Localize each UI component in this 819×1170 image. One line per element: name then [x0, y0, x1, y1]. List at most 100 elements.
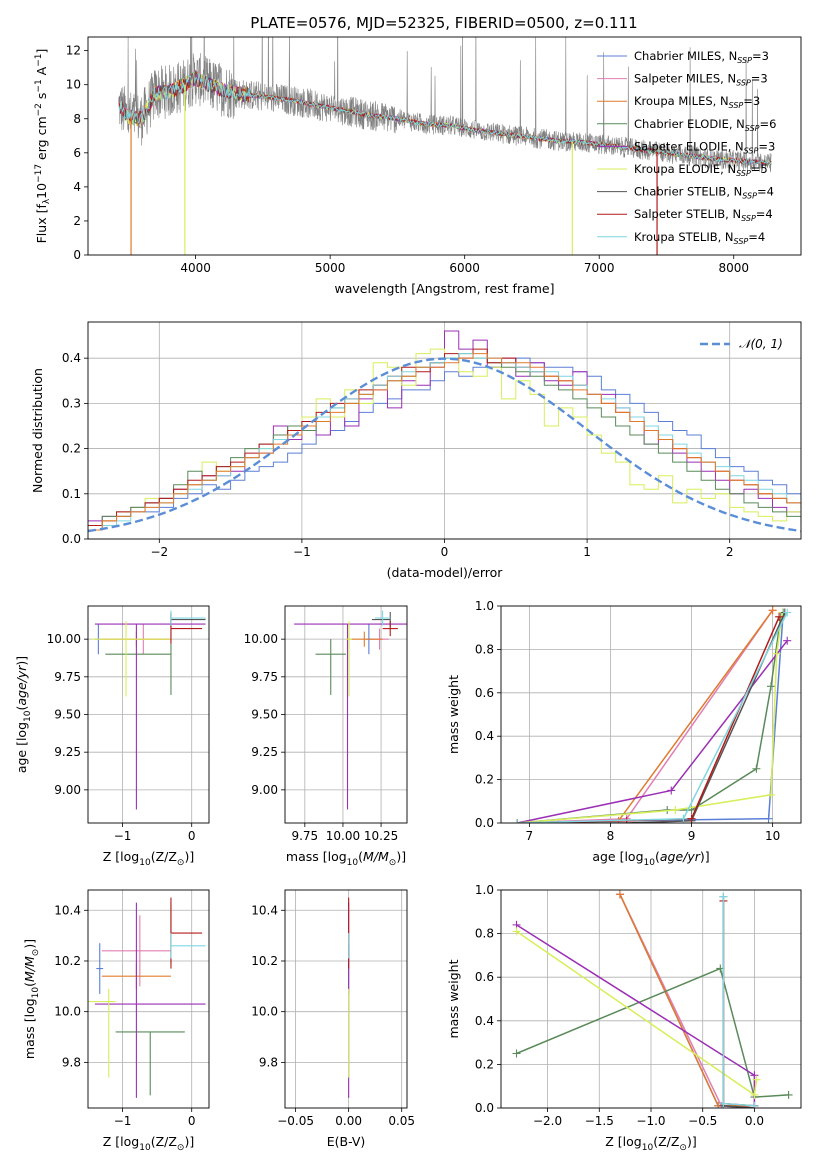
x-tick-label: 4000 — [180, 261, 211, 275]
y-tick-label: 10.2 — [54, 954, 81, 968]
legend-label: Chabrier STELIB, NSSP=4 — [634, 185, 774, 201]
y-tick-label: 4 — [73, 180, 81, 194]
x-tick-label: 7 — [526, 829, 534, 843]
y-tick-label: 12 — [66, 44, 81, 58]
x-tick-label: −1 — [114, 1114, 132, 1128]
plus-marker — [513, 819, 522, 823]
legend-label: Kroupa MILES, NSSP=3 — [634, 94, 760, 110]
mass-weight-line — [619, 894, 755, 1107]
y-tick-label: 9.8 — [259, 1055, 278, 1069]
y-tick-label: 0 — [73, 248, 81, 262]
y-axis-label: mass weight — [446, 675, 461, 754]
legend-label: Chabrier ELODIE, NSSP=6 — [634, 117, 776, 133]
histogram-step — [88, 348, 801, 526]
y-axis-label: mass [log10(M/M⊙)] — [22, 939, 41, 1059]
x-tick-label: 0.00 — [335, 1114, 362, 1128]
plus-marker — [783, 636, 792, 645]
panel-mass-vs-Z: −1 0 9.8 10.0 10.2 10.4 Z [log10(Z/Z⊙)] mass [l… — [22, 889, 210, 1153]
legend-label: 𝒩(0, 1) — [739, 337, 783, 351]
mass-weight-line — [722, 896, 755, 1107]
x-tick-label: −1 — [114, 829, 132, 843]
y-tick-label: 10.0 — [54, 1005, 81, 1019]
plus-marker — [764, 814, 773, 823]
plus-marker — [719, 1099, 728, 1108]
y-tick-label: 0.6 — [475, 970, 494, 984]
x-tick-label: 8 — [607, 829, 615, 843]
x-tick-label: 0 — [188, 1114, 196, 1128]
plus-marker — [750, 1101, 759, 1108]
mass-weight-line — [517, 612, 784, 823]
plus-marker — [512, 927, 521, 936]
y-tick-label: 9.50 — [251, 708, 278, 722]
x-axis-label: age [log10(age/yr)] — [592, 849, 709, 868]
y-tick-label: 2 — [73, 214, 81, 228]
panel-mass-vs-EBV: −0.05 0.00 0.05 9.8 10.0 10.2 10.4 E(B-V) — [251, 889, 415, 1149]
legend-label: Chabrier MILES, NSSP=3 — [634, 49, 769, 65]
y-tick-label: 10.00 — [47, 632, 81, 646]
histogram-step — [88, 353, 801, 531]
mass-weight-line — [517, 616, 780, 823]
mass-weight-line — [517, 616, 782, 823]
y-tick-label: 0.8 — [475, 927, 494, 941]
x-tick-label: 5000 — [315, 261, 346, 275]
axes-frame — [500, 605, 802, 824]
plus-marker — [768, 606, 777, 615]
legend-label: Kroupa STELIB, NSSP=4 — [634, 230, 765, 246]
plus-marker — [752, 1075, 761, 1084]
y-tick-label: 0.2 — [475, 1057, 494, 1071]
histogram-step — [88, 330, 801, 522]
y-tick-label: 0.6 — [475, 686, 494, 700]
plus-marker — [615, 890, 624, 899]
normal-curve — [88, 357, 801, 533]
mass-weight-line — [516, 967, 789, 1098]
x-tick-label: −1.0 — [636, 1114, 665, 1128]
model-spectrum-line — [118, 72, 772, 166]
plus-marker — [667, 786, 676, 795]
y-tick-label: 0.2 — [62, 442, 81, 456]
plot-area — [513, 606, 792, 823]
plot-area — [88, 897, 206, 1098]
y-tick-label: 10.4 — [54, 903, 81, 917]
y-tick-label: 6 — [73, 146, 81, 160]
plus-marker — [512, 1049, 521, 1058]
y-tick-label: 0.8 — [475, 642, 494, 656]
y-tick-label: 0.4 — [475, 729, 494, 743]
figure-title: PLATE=0576, MJD=52325, FIBERID=0500, z=0… — [250, 14, 637, 32]
axes-frame — [87, 321, 802, 540]
mass-weight-line — [516, 930, 758, 1097]
panel-age-vs-mass: 9.75 10.00 10.25 9.00 9.25 9.50 9.75 10.00 mass … — [244, 605, 408, 868]
y-tick-label: 0.0 — [62, 532, 81, 546]
plot-area — [91, 610, 206, 810]
histogram-step — [88, 357, 801, 531]
axes-frame — [87, 605, 210, 824]
y-tick-label: 9.50 — [54, 708, 81, 722]
plot-area — [294, 610, 407, 810]
y-tick-label: 10.2 — [251, 954, 278, 968]
plot-area — [88, 330, 801, 533]
y-tick-label: 9.75 — [54, 670, 81, 684]
y-tick-label: 1.0 — [475, 883, 494, 897]
x-tick-label: −2.0 — [533, 1114, 562, 1128]
plus-marker — [775, 612, 784, 621]
mass-weight-line — [517, 612, 784, 823]
mass-weight-line — [516, 924, 756, 1106]
x-tick-label: 10.25 — [364, 829, 398, 843]
x-tick-label: 9 — [688, 829, 696, 843]
x-tick-label: 1 — [583, 545, 591, 559]
x-tick-label: 6000 — [449, 261, 480, 275]
x-tick-label: 8000 — [718, 261, 749, 275]
y-axis-label: Flux [fλ10−17 erg cm−2 s−1 A−1] — [34, 49, 52, 244]
x-axis-label: (data-model)/error — [387, 565, 504, 580]
y-tick-label: 9.00 — [54, 783, 81, 797]
panel-residuals: −2 −1 0 1 2 0.0 0.1 0.2 0.3 0.4 (data-model)/error… — [30, 321, 802, 580]
plus-marker — [671, 805, 680, 814]
mass-weight-line — [517, 612, 786, 823]
panel-spectrum: 4000 5000 6000 7000 8000 0 2 4 6 8 10 12 wavelength … — [34, 36, 802, 296]
y-tick-label: 0.3 — [62, 396, 81, 410]
x-tick-label: 0 — [188, 829, 196, 843]
y-tick-label: 8 — [73, 112, 81, 126]
axes-frame — [87, 889, 210, 1109]
y-tick-label: 9.25 — [251, 745, 278, 759]
data-spectrum-line — [118, 37, 772, 173]
x-tick-label: 2 — [726, 545, 734, 559]
